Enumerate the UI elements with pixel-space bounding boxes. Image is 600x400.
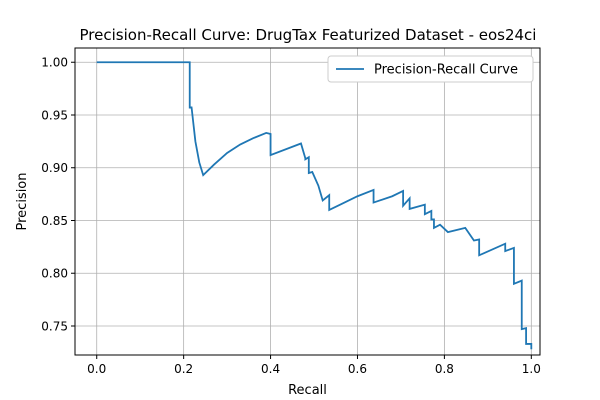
y-tick-label: 0.80 [41,267,68,281]
y-axis-label: Precision [15,172,30,230]
x-tick-label: 0.8 [435,362,454,376]
x-tick-label: 0.0 [87,362,106,376]
y-tick-label: 0.85 [41,214,68,228]
x-axis-ticks: 0.0 0.2 0.4 0.6 0.8 1.0 [87,355,541,376]
plot-area [96,61,533,350]
x-tick-label: 0.4 [261,362,280,376]
grid [75,48,540,355]
y-tick-label: 0.95 [41,108,68,122]
y-tick-label: 1.00 [41,56,68,70]
chart-title: Precision-Recall Curve: DrugTax Featuriz… [80,26,537,44]
x-tick-label: 0.6 [348,362,367,376]
y-axis-ticks: 0.75 0.80 0.85 0.90 0.95 1.00 [41,56,75,333]
x-axis-label: Recall [288,383,327,398]
axes-frame [74,47,541,356]
y-tick-label: 0.75 [41,319,68,333]
y-tick-label: 0.90 [41,161,68,175]
x-tick-label: 1.0 [522,362,541,376]
x-tick-label: 0.2 [174,362,193,376]
legend: Precision-Recall Curve [327,55,534,83]
legend-series-label: Precision-Recall Curve [374,63,518,78]
precision-recall-series-line [96,61,533,350]
legend-box [327,55,534,83]
